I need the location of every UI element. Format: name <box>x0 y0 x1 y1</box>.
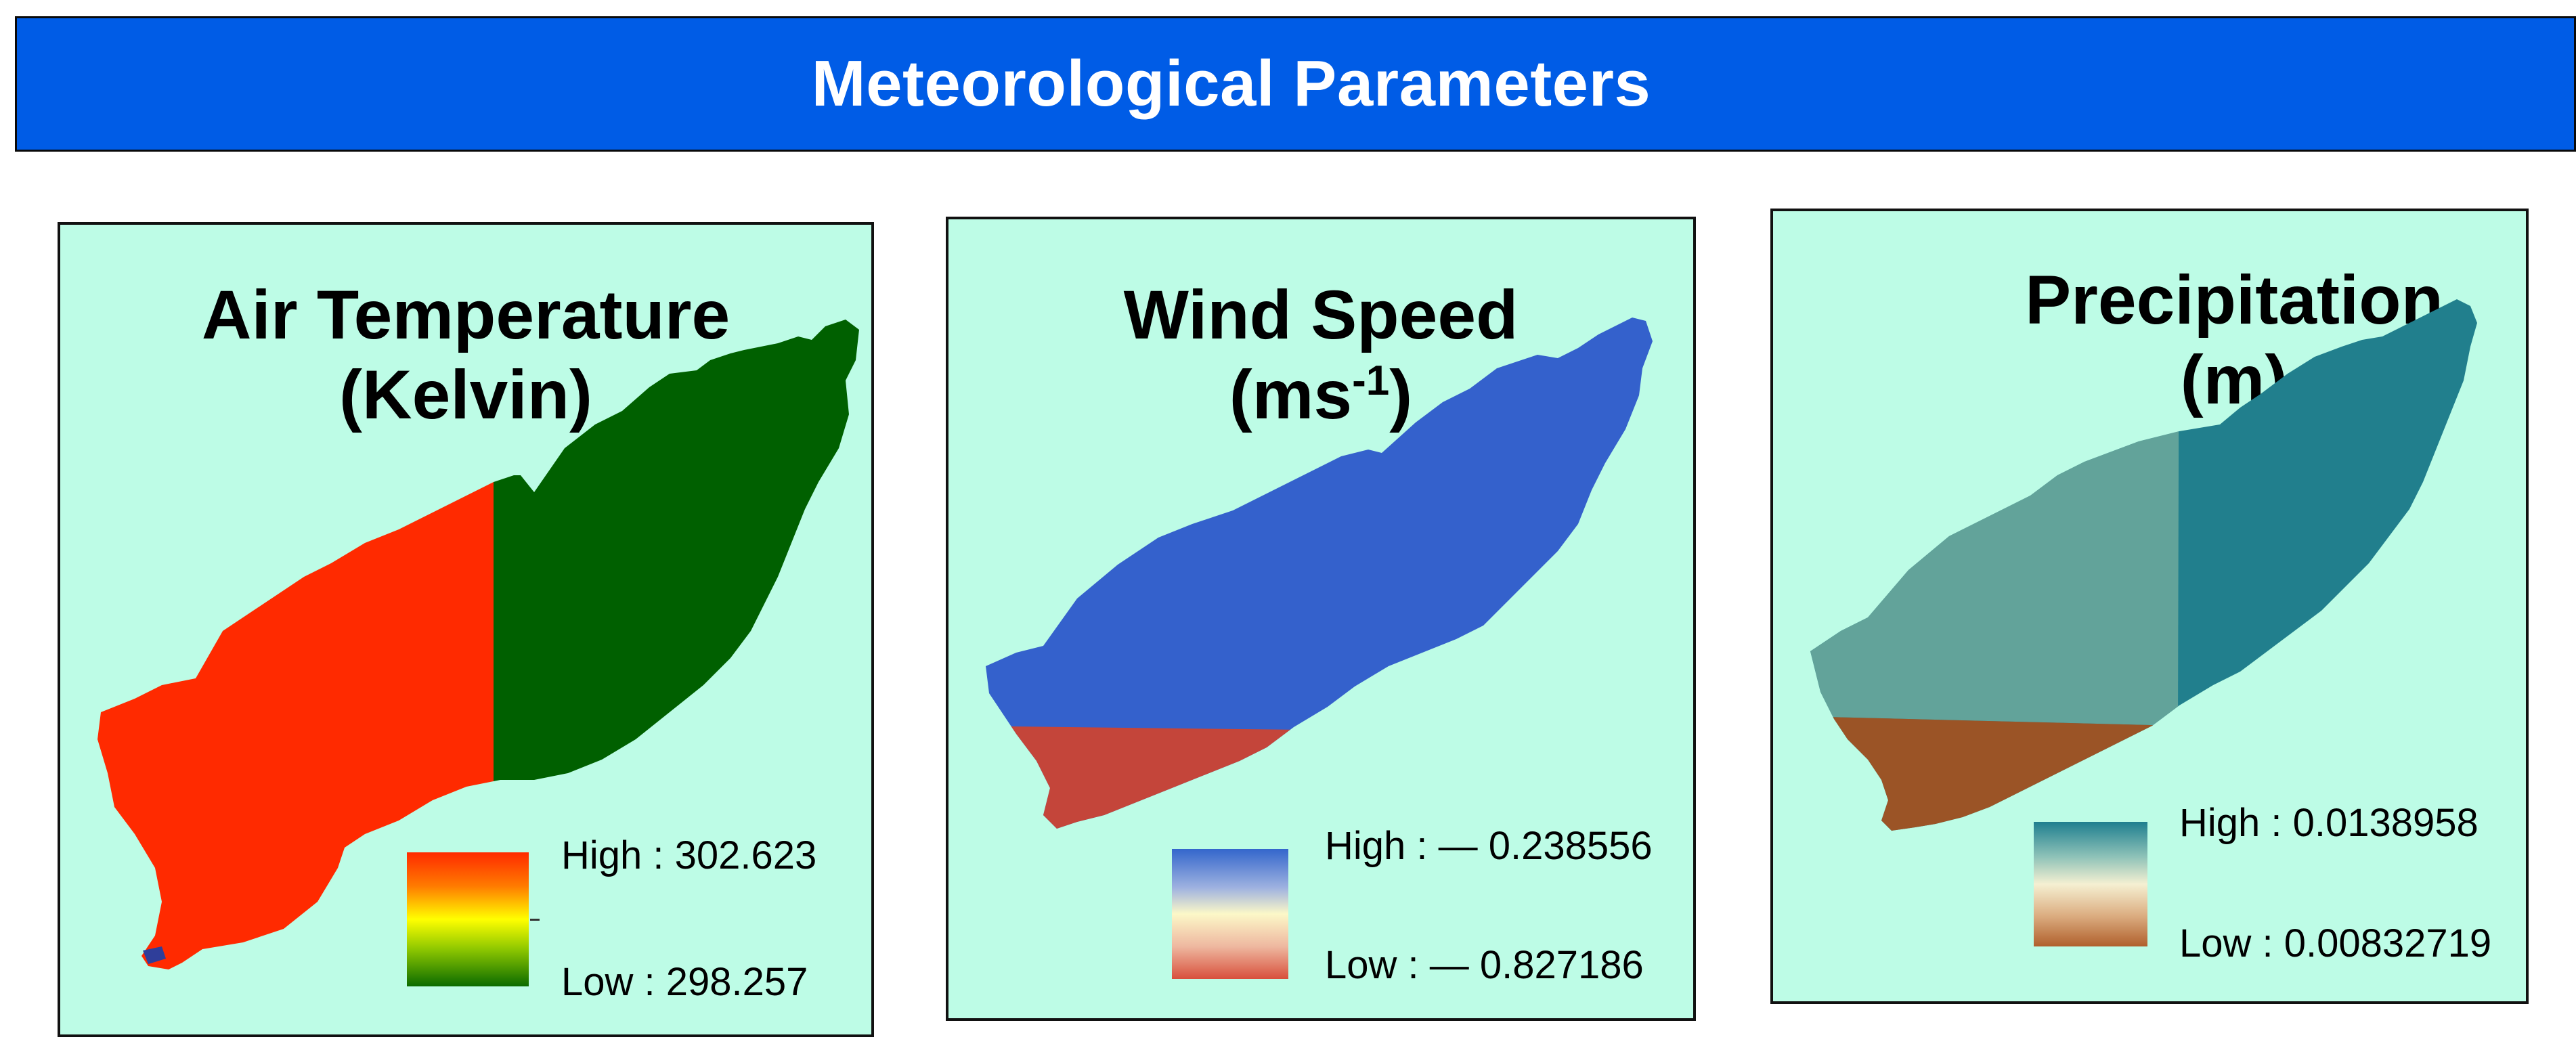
legend-high-label: High : — 0.238556 <box>1325 824 1653 868</box>
panel-title-line1: Precipitation <box>2025 261 2443 339</box>
northern-zone <box>986 318 1653 829</box>
wind-speed-map <box>948 219 1693 1018</box>
legend-low-label: Low : — 0.827186 <box>1325 943 1644 987</box>
panel-title: Air Temperature (Kelvin) <box>60 275 871 435</box>
legend-low-label: Low : 0.00832719 <box>2179 921 2492 965</box>
eastern-zone <box>494 320 859 969</box>
legend-low-label: Low : 298.257 <box>561 960 808 1004</box>
legend-color-ramp <box>407 852 529 986</box>
panel-title-line1: Wind Speed <box>1123 276 1519 353</box>
legend-high-label: High : 302.623 <box>561 833 817 877</box>
map-outlier-pixel <box>143 946 166 964</box>
panel-title: Wind Speed (ms-1) <box>948 275 1693 435</box>
precipitation-map <box>1773 211 2526 1001</box>
panel-title-line1: Air Temperature <box>201 276 730 353</box>
panel-title-line2: (ms-1) <box>1229 356 1413 433</box>
legend-high-label: High : 0.0138958 <box>2179 801 2479 845</box>
precipitation-panel: Precipitation (m) <box>1770 209 2529 1004</box>
panel-title-line2: (Kelvin) <box>339 356 593 433</box>
title-banner: Meteorological Parameters <box>15 16 2576 152</box>
wind-speed-panel: Wind Speed (ms-1) <box>946 217 1696 1021</box>
main-title: Meteorological Parameters <box>811 47 1651 120</box>
legend-color-ramp <box>2034 822 2147 946</box>
legend-tick <box>530 919 540 921</box>
air-temperature-panel: Air Temperature (Kelvin) <box>58 222 874 1037</box>
legend-color-ramp <box>1172 849 1288 979</box>
panel-title: Precipitation (m) <box>1773 260 2526 420</box>
central-zone <box>1810 299 2179 726</box>
